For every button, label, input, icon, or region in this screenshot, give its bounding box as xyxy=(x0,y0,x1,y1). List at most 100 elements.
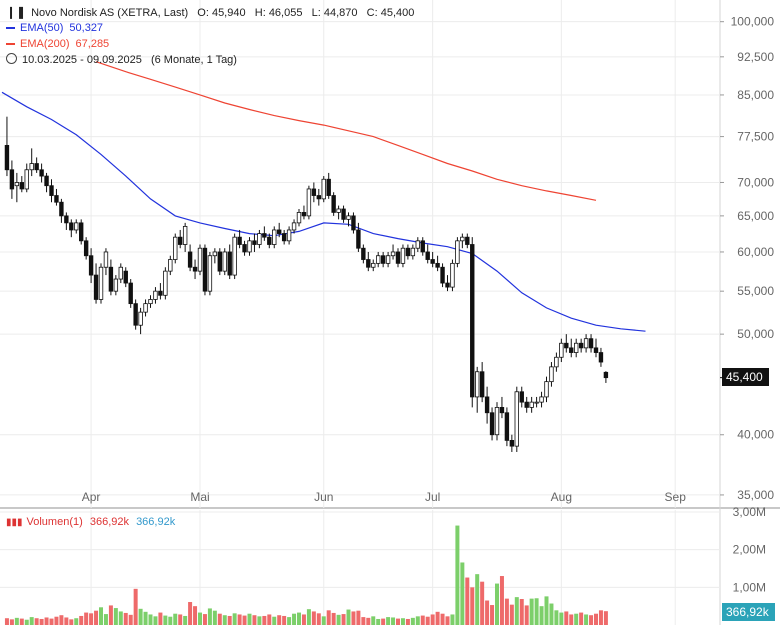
y-tick-label: 50,000 xyxy=(737,327,774,341)
candle-body xyxy=(380,255,386,264)
candle-body xyxy=(98,266,104,300)
candle-body xyxy=(237,236,242,245)
ema200-line xyxy=(95,61,597,201)
candle-body xyxy=(603,371,609,379)
candle-body xyxy=(83,240,89,257)
volume-bar xyxy=(529,598,534,625)
candle-body xyxy=(400,247,406,264)
volume-legend: ▮▮▮ Volumen(1) 366,92k 366,92k xyxy=(6,516,175,528)
volume-bar xyxy=(356,610,361,625)
ema50-value: 50,327 xyxy=(69,22,104,34)
candle-body xyxy=(54,195,59,203)
candle-body xyxy=(247,240,252,253)
instrument-name: Novo Nordisk AS (XETRA, Last) xyxy=(31,7,189,19)
candle-body xyxy=(306,188,312,217)
volume-bar xyxy=(396,618,400,625)
candle-body xyxy=(34,163,39,171)
volume-bar xyxy=(598,610,603,625)
volume-bar xyxy=(485,600,490,625)
volume-bar xyxy=(262,615,267,625)
volume-bar xyxy=(74,618,79,625)
candle-body xyxy=(479,371,485,398)
volume-bar xyxy=(89,613,94,625)
candle-body xyxy=(74,222,79,231)
ema200-legend[interactable]: EMA(200) 67,285 xyxy=(6,37,109,52)
y-tick-label: 70,000 xyxy=(737,175,774,189)
candle-body xyxy=(460,236,465,242)
candle-body xyxy=(405,247,411,257)
candle-body xyxy=(192,266,198,272)
x-tick-label: Jul xyxy=(425,490,440,504)
candle-body xyxy=(69,222,74,231)
candle-body xyxy=(509,440,515,447)
volume-bar xyxy=(178,614,183,625)
volume-bar xyxy=(113,608,118,625)
volume-bar xyxy=(138,608,143,625)
volume-bar xyxy=(524,605,529,625)
candle-body xyxy=(168,259,173,272)
candle-body xyxy=(311,188,317,196)
candle-body xyxy=(544,381,549,398)
volume-bar xyxy=(504,598,509,625)
volume-bar xyxy=(237,614,242,625)
candle-body xyxy=(173,236,178,260)
candle-body xyxy=(598,352,604,363)
range-legend[interactable]: 10.03.2025 - 09.09.2025 (6 Monate, 1 Tag… xyxy=(6,53,237,68)
volume-bar xyxy=(480,581,485,625)
candle-body xyxy=(49,185,54,196)
y-tick-label: 40,000 xyxy=(737,428,774,442)
volume-bar xyxy=(133,588,138,625)
volume-bar xyxy=(321,616,326,625)
candle-body xyxy=(301,212,307,217)
volume-bar xyxy=(153,616,158,625)
ema50-line xyxy=(1,91,646,332)
volume-label: Volumen(1) xyxy=(26,516,83,528)
candle-body xyxy=(133,303,138,326)
volume-bar xyxy=(519,599,524,625)
candle-body xyxy=(583,338,589,349)
ema50-legend[interactable]: EMA(50) 50,327 xyxy=(6,21,103,36)
candle-body xyxy=(113,278,119,292)
volume-bar xyxy=(410,617,415,625)
candle-body xyxy=(470,244,475,398)
x-tick-label: Apr xyxy=(82,490,101,504)
y-tick-label: 77,500 xyxy=(737,130,774,144)
y-tick-label: 100,000 xyxy=(731,15,775,29)
volume-bar xyxy=(54,616,59,625)
volume-bar xyxy=(64,617,69,625)
candle-body xyxy=(158,290,163,296)
volume-bar xyxy=(94,610,99,625)
candle-body xyxy=(252,240,257,245)
y-tick-label: 65,000 xyxy=(737,209,774,223)
candle-body xyxy=(410,247,416,257)
volume-bar xyxy=(455,525,460,625)
ema50-label: EMA(50) xyxy=(20,22,64,34)
candle-body xyxy=(465,236,470,245)
volume-bar xyxy=(564,611,569,625)
candle-body xyxy=(559,342,564,358)
volume-bar xyxy=(579,612,584,625)
volume-bar xyxy=(445,616,450,625)
volume-bar xyxy=(227,615,232,625)
candle-body xyxy=(549,366,554,383)
candlestick-icon: ❙❚ xyxy=(6,5,27,19)
volume-bar xyxy=(435,611,440,625)
volume-bar xyxy=(569,614,574,625)
candle-body xyxy=(272,229,277,245)
y-tick-label: 92,500 xyxy=(737,50,774,64)
candle-body xyxy=(24,169,29,190)
candle-body xyxy=(148,299,153,305)
candle-body xyxy=(163,270,168,296)
volume-bar xyxy=(128,614,133,625)
candle-body xyxy=(118,266,123,280)
candle-body xyxy=(395,251,401,264)
volume-bar xyxy=(405,618,410,625)
volume-bar xyxy=(539,606,544,625)
ema200-label: EMA(200) xyxy=(20,38,70,50)
volume-bar xyxy=(440,613,445,625)
x-tick-label: Aug xyxy=(551,490,572,504)
volume-bar xyxy=(287,617,292,625)
volume-bar xyxy=(217,613,222,625)
candle-body xyxy=(242,244,247,253)
